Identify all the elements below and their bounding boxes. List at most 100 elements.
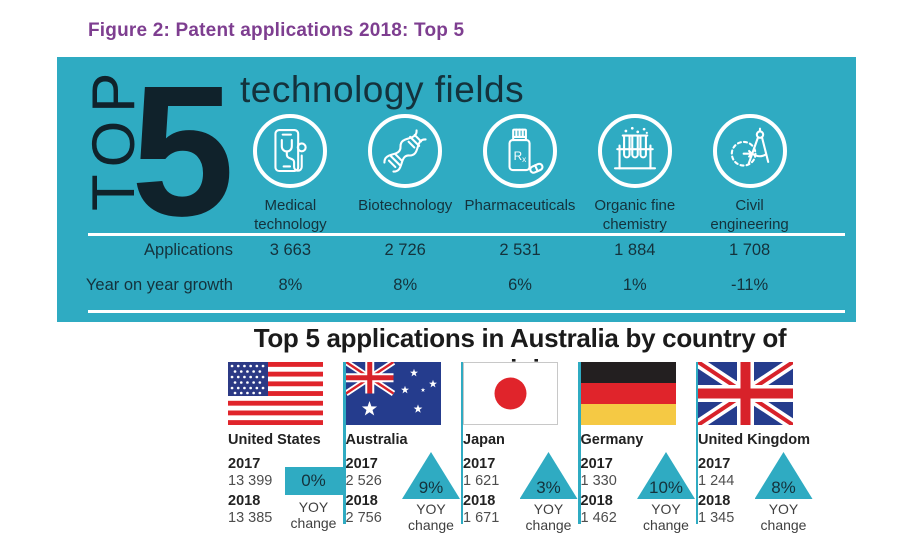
yoy-indicator: 8% YOY change: [754, 452, 813, 533]
dna-icon: [383, 129, 427, 173]
yoy-flat-box: 0%: [284, 467, 343, 495]
yoy-up-triangle: 8%: [754, 452, 813, 499]
column-divider: [460, 362, 463, 524]
field-column-pharmaceuticals: Rx Pharmaceuticals: [463, 114, 578, 235]
yoy-label-line1: YOY: [416, 501, 446, 517]
growth-value: 1%: [622, 276, 647, 294]
year-2018-value: 2 756: [345, 510, 382, 526]
japan-flag-icon: [463, 362, 558, 425]
country-name: Australia: [345, 432, 408, 448]
germany-flag-icon: [580, 362, 676, 425]
country-name: Germany: [580, 432, 644, 448]
country-name: Japan: [463, 432, 505, 448]
medical-technology-icon: [274, 129, 308, 173]
countries-row: United States 2017 13 399 2018 13 385 0%…: [228, 362, 813, 533]
country-stats: 2017 1 621 2018 1 671 3% YOY change: [463, 452, 578, 533]
year-2017-value: 1 244: [698, 473, 735, 489]
yoy-label-line1: YOY: [298, 499, 329, 515]
field-column-civil-engineering: Civil engineering: [692, 114, 807, 235]
growth-value: -11%: [730, 276, 769, 294]
icon-circle: [368, 114, 443, 188]
svg-text:Rx: Rx: [514, 149, 527, 164]
drafting-compass-icon: [730, 127, 769, 167]
field-label: Organic fine chemistry: [594, 197, 676, 233]
technology-fields-row: Medical technology: [233, 114, 807, 235]
yoy-label-line1: YOY: [533, 501, 564, 517]
year-2018-label: 2018: [345, 493, 378, 509]
applications-value: 1 884: [614, 241, 656, 259]
year-2017-value: 13 399: [228, 473, 273, 489]
country-stats: 2017 2 526 2018 2 756 9% YOY change: [346, 452, 461, 533]
yoy-label-line2: change: [760, 517, 807, 534]
separator-line-bottom: [88, 310, 845, 313]
year-2017-value: 1 621: [463, 473, 500, 489]
technology-fields-banner: TOP 5 technology fields Medical technolo…: [57, 57, 856, 322]
field-label: Civil engineering: [710, 197, 789, 233]
yoy-percent: 9%: [418, 478, 444, 497]
country-column-united-kingdom: United Kingdom 2017 1 244 2018 1 345 8% …: [698, 362, 813, 533]
growth-value: 8%: [278, 276, 303, 294]
year-2018-value: 1 671: [463, 510, 500, 526]
yoy-up-triangle: 9%: [402, 452, 460, 499]
year-2018-value: 13 385: [228, 510, 273, 526]
country-column-united-states: United States 2017 13 399 2018 13 385 0%…: [228, 362, 343, 533]
year-2018-label: 2018: [698, 493, 731, 509]
year-2017-value: 1 330: [580, 473, 617, 489]
yoy-percent: 10%: [648, 478, 684, 497]
applications-row-label: Applications: [144, 241, 233, 259]
yoy-indicator: 10% YOY change: [637, 452, 696, 533]
test-tubes-icon: [613, 126, 656, 170]
yoy-up-triangle: 3%: [519, 452, 578, 499]
yoy-label-line2: change: [643, 517, 689, 534]
yoy-indicator: 3% YOY change: [519, 452, 578, 533]
year-2017-label: 2017: [698, 456, 731, 472]
yoy-percent: 0%: [301, 471, 326, 490]
field-label: Medical technology: [254, 197, 327, 233]
year-2017-label: 2017: [228, 456, 261, 472]
field-label: Pharmaceuticals: [464, 197, 576, 214]
australia-flag-icon: [345, 362, 441, 425]
column-divider: [578, 362, 581, 524]
year-2018-label: 2018: [228, 493, 261, 509]
countries-section-title: Top 5 applications in Australia by count…: [253, 323, 787, 384]
field-label: Biotechnology: [358, 197, 453, 214]
icon-circle: Rx: [482, 114, 557, 188]
applications-value: 2 531: [499, 241, 541, 259]
year-2018-value: 1 345: [698, 510, 735, 526]
yoy-percent: 3%: [536, 478, 561, 497]
yoy-percent: 8%: [771, 478, 796, 497]
applications-value: 1 708: [728, 241, 771, 259]
applications-row: Applications 3 663 2 726 2 531 1 884 1 7…: [57, 241, 807, 260]
country-column-germany: Germany 2017 1 330 2018 1 462 10% YOY ch…: [580, 362, 696, 533]
growth-row: Year on year growth 8% 8% 6% 1% -11%: [57, 276, 807, 295]
yoy-label-line1: YOY: [651, 501, 681, 517]
applications-value: 2 726: [384, 241, 426, 259]
united-states-flag-icon: [228, 362, 323, 425]
yoy-indicator: 0% YOY change: [284, 452, 343, 531]
figure-title: Figure 2: Patent applications 2018: Top …: [88, 20, 465, 41]
yoy-label-line1: YOY: [768, 501, 799, 517]
growth-row-label: Year on year growth: [85, 276, 233, 294]
year-2018-label: 2018: [463, 493, 496, 509]
column-divider: [695, 362, 698, 524]
growth-value: 6%: [508, 276, 532, 294]
country-name: United States: [228, 432, 321, 448]
field-column-organic-fine-chemistry: Organic fine chemistry: [577, 114, 692, 235]
year-2018-label: 2018: [580, 493, 613, 509]
country-name: United Kingdom: [698, 432, 810, 448]
icon-circle: [712, 114, 787, 188]
growth-value: 8%: [393, 276, 418, 294]
yoy-up-triangle: 10%: [637, 452, 695, 499]
big-number-5: 5: [131, 48, 235, 255]
icon-circle: [597, 114, 672, 188]
field-column-medical-technology: Medical technology: [233, 114, 348, 235]
country-stats: 2017 13 399 2018 13 385 0% YOY change: [228, 452, 343, 531]
banner-heading: technology fields: [240, 69, 525, 110]
year-2017-label: 2017: [463, 456, 496, 472]
pill-bottle-icon: Rx: [508, 128, 544, 174]
icon-circle: [253, 114, 328, 188]
field-column-biotechnology: Biotechnology: [348, 114, 463, 235]
yoy-label-line2: change: [525, 517, 572, 534]
applications-value: 3 663: [269, 241, 312, 259]
country-stats: 2017 1 330 2018 1 462 10% YOY change: [581, 452, 696, 533]
